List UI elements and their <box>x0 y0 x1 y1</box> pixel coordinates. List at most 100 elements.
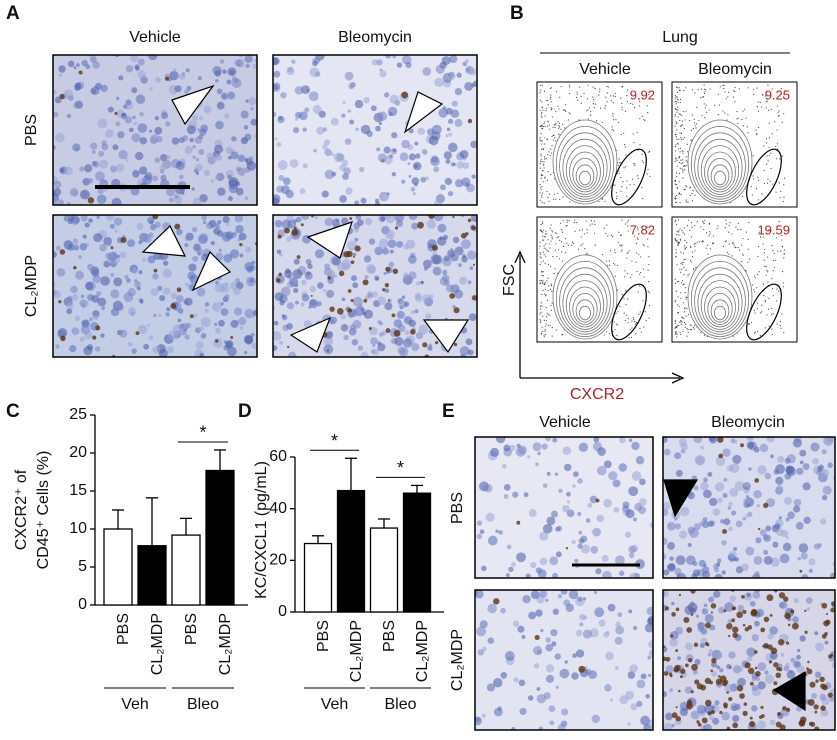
event <box>695 243 696 244</box>
cell <box>504 494 509 499</box>
event <box>637 239 638 240</box>
cell <box>401 140 410 149</box>
cell <box>752 677 756 681</box>
cell <box>137 70 146 79</box>
cell <box>90 143 97 150</box>
event <box>595 104 596 105</box>
event <box>617 265 618 266</box>
event <box>766 107 767 108</box>
stain <box>736 611 743 618</box>
event <box>740 229 741 230</box>
event <box>679 173 680 174</box>
cell <box>215 121 224 130</box>
cell <box>742 517 746 521</box>
event <box>749 259 750 260</box>
event <box>550 241 551 242</box>
bar <box>404 493 431 612</box>
cell <box>502 464 507 469</box>
cell <box>405 62 411 68</box>
event <box>684 227 685 228</box>
cell <box>80 190 90 200</box>
event <box>615 252 616 253</box>
event <box>694 92 695 93</box>
cell <box>361 198 367 204</box>
stain <box>732 627 738 633</box>
cell <box>218 320 225 327</box>
event <box>736 118 737 119</box>
event <box>726 223 727 224</box>
stain <box>297 255 301 259</box>
event <box>615 93 616 94</box>
stain <box>385 283 389 287</box>
stain <box>73 266 76 269</box>
event <box>677 231 678 232</box>
stain <box>346 251 352 257</box>
cell <box>342 101 345 104</box>
cell <box>239 233 247 241</box>
event <box>634 163 635 164</box>
cell <box>223 216 230 223</box>
cell <box>382 248 389 255</box>
event <box>679 120 680 121</box>
cell <box>287 302 294 309</box>
cell <box>433 267 442 276</box>
event <box>725 220 726 221</box>
event <box>766 163 767 164</box>
event <box>541 195 542 196</box>
cell <box>753 490 761 498</box>
cell <box>390 95 399 104</box>
event <box>554 268 555 269</box>
event <box>563 246 564 247</box>
event <box>632 104 633 105</box>
event <box>692 89 693 90</box>
cell <box>128 288 136 296</box>
column-header: Bleomycin <box>338 29 412 46</box>
cell <box>597 447 606 456</box>
event <box>593 87 594 88</box>
event <box>541 197 542 198</box>
event <box>728 92 729 93</box>
cell <box>295 301 299 305</box>
cell <box>134 64 139 69</box>
event <box>758 246 759 247</box>
bar <box>206 470 234 605</box>
cell <box>502 676 506 680</box>
cell <box>131 348 137 354</box>
stain <box>392 313 396 317</box>
event <box>713 235 714 236</box>
cell <box>755 677 760 682</box>
event <box>697 89 698 90</box>
event <box>543 230 544 231</box>
cell <box>64 240 73 249</box>
event <box>685 87 686 88</box>
event <box>703 222 704 223</box>
cell <box>800 635 806 641</box>
cell <box>741 563 749 571</box>
event <box>619 173 620 174</box>
event <box>544 177 545 178</box>
stain <box>535 635 540 640</box>
cell <box>427 220 436 229</box>
cell <box>345 72 354 81</box>
cell <box>420 177 426 183</box>
event <box>614 185 615 186</box>
cell <box>400 152 409 161</box>
cell <box>729 551 737 559</box>
cell <box>301 302 305 306</box>
event <box>582 229 583 230</box>
cell <box>533 646 542 655</box>
cell <box>728 651 736 659</box>
event <box>729 222 730 223</box>
event <box>727 252 728 253</box>
event <box>766 266 767 267</box>
event <box>682 124 683 125</box>
event <box>774 267 775 268</box>
event <box>754 310 755 311</box>
event <box>675 333 676 334</box>
cell <box>596 514 604 522</box>
event <box>780 325 781 326</box>
stain <box>60 336 65 341</box>
cell <box>645 694 650 699</box>
cell <box>437 237 446 246</box>
cell <box>615 622 621 628</box>
